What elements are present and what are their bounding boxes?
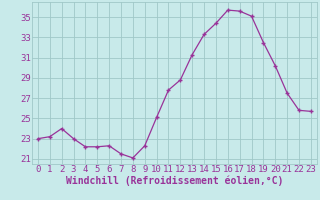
X-axis label: Windchill (Refroidissement éolien,°C): Windchill (Refroidissement éolien,°C) — [66, 176, 283, 186]
